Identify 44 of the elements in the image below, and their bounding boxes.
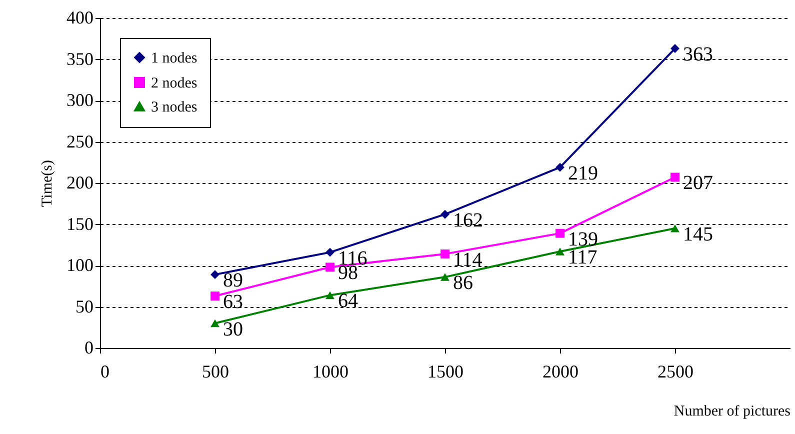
legend-label: 2 nodes (151, 76, 198, 92)
data-label: 219 (568, 162, 598, 184)
y-tick-label: 200 (66, 172, 94, 192)
data-label: 89 (223, 270, 243, 292)
point (556, 228, 564, 238)
point (556, 162, 564, 172)
x-tick-label: 1000 (312, 362, 348, 382)
point (326, 291, 334, 300)
y-tick-label: 300 (66, 90, 94, 110)
data-label: 114 (453, 248, 482, 271)
data-label: 30 (223, 318, 243, 340)
x-tick-label: 2500 (658, 362, 694, 382)
point (440, 273, 450, 281)
data-label: 64 (338, 290, 358, 312)
point (326, 248, 334, 257)
data-label: 145 (683, 223, 713, 246)
data-label: 162 (453, 209, 483, 232)
point (210, 319, 220, 328)
point (670, 224, 680, 232)
point (440, 249, 450, 258)
y-tick-label: 250 (66, 131, 94, 152)
y-tick-label: 150 (66, 214, 94, 234)
point (670, 172, 680, 182)
y-tick-label: 350 (66, 48, 94, 69)
x-axis-title: Number of pictures (674, 404, 791, 420)
legend-label: 1 nodes (151, 50, 198, 66)
x-tick-label: 1500 (428, 362, 464, 382)
data-label: 207 (683, 172, 713, 194)
data-label: 86 (453, 272, 473, 294)
x-tick-label: 0 (100, 362, 110, 382)
legend-label: 3 nodes (151, 100, 198, 116)
point (210, 292, 220, 300)
y-axis-title: Time(s) (40, 160, 56, 207)
y-tick-label: 50 (76, 296, 94, 316)
y-tick-label: 400 (66, 8, 94, 28)
point (556, 248, 564, 256)
point (670, 44, 680, 53)
x-tick-label: 2000 (542, 362, 578, 382)
point (326, 262, 334, 272)
point (210, 270, 220, 280)
y-tick-label: 100 (66, 255, 94, 275)
y-tick-label: 0 (84, 338, 94, 358)
point (440, 210, 450, 219)
x-tick-label: 500 (202, 362, 229, 382)
